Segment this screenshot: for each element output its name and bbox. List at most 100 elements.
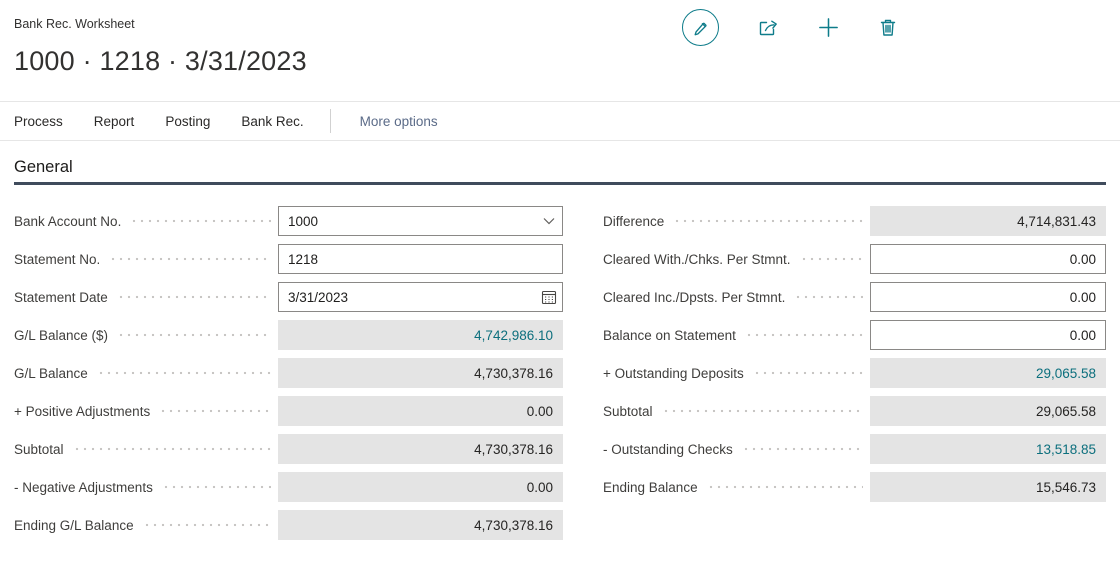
dotted-leader: [161, 472, 271, 502]
dotted-leader: [744, 320, 863, 350]
negative-adjustments-field: 0.00: [278, 472, 563, 502]
field-row-subtotal-right: Subtotal 29,065.58: [603, 396, 1106, 426]
outstanding-deposits-value[interactable]: 29,065.58: [1035, 365, 1096, 381]
field-label-outstanding-deposits: + Outstanding Deposits: [603, 365, 744, 381]
bank-account-no-combobox[interactable]: [278, 206, 563, 236]
new-button[interactable]: [817, 16, 840, 39]
subtotal-right-field: 29,065.58: [870, 396, 1106, 426]
menu-item-bank-rec[interactable]: Bank Rec.: [241, 113, 304, 129]
page-actions: [682, 9, 898, 46]
ending-balance-field: 15,546.73: [870, 472, 1106, 502]
dotted-leader: [72, 434, 271, 464]
menu-item-posting[interactable]: Posting: [165, 113, 211, 129]
menu-item-process[interactable]: Process: [14, 113, 63, 129]
statement-date-input[interactable]: [279, 283, 536, 311]
balance-on-statement-input[interactable]: [871, 321, 1105, 349]
cleared-deposits-input[interactable]: [871, 283, 1105, 311]
chevron-down-icon: [543, 218, 555, 225]
action-menu-bar: Process Report Posting Bank Rec. More op…: [0, 101, 1120, 141]
page-title: 1000 · 1218 · 3/31/2023: [14, 46, 307, 76]
ending-balance-value: 15,546.73: [1035, 479, 1096, 495]
subtotal-left-field: 4,730,378.16: [278, 434, 563, 464]
field-label-statement-date: Statement Date: [14, 289, 108, 305]
dotted-leader: [752, 358, 863, 388]
page-caption: Bank Rec. Worksheet: [14, 17, 135, 31]
field-row-positive-adjustments: + Positive Adjustments 0.00: [14, 396, 563, 426]
field-row-statement-no: Statement No.: [14, 244, 563, 274]
dotted-leader: [130, 206, 271, 236]
bank-account-no-dropdown-button[interactable]: [536, 207, 562, 235]
menu-item-report[interactable]: Report: [93, 113, 135, 129]
field-label-gl-balance-usd: G/L Balance ($): [14, 327, 109, 343]
cleared-deposits-field[interactable]: [870, 282, 1106, 312]
difference-field: 4,714,831.43: [870, 206, 1106, 236]
dotted-leader: [799, 244, 863, 274]
field-row-statement-date: Statement Date: [14, 282, 563, 312]
field-label-gl-balance: G/L Balance: [14, 365, 88, 381]
field-row-difference: Difference 4,714,831.43: [603, 206, 1106, 236]
bank-account-no-input[interactable]: [279, 207, 536, 235]
general-fields: Bank Account No. Statement No.: [0, 185, 1120, 548]
dotted-leader: [142, 510, 271, 540]
dotted-leader: [741, 434, 863, 464]
field-row-ending-balance: Ending Balance 15,546.73: [603, 472, 1106, 502]
dotted-leader: [794, 282, 863, 312]
field-label-statement-no: Statement No.: [14, 251, 101, 267]
field-label-positive-adjustments: + Positive Adjustments: [14, 403, 151, 419]
field-row-cleared-deposits: Cleared Inc./Dpsts. Per Stmnt.: [603, 282, 1106, 312]
field-row-gl-balance: G/L Balance 4,730,378.16: [14, 358, 563, 388]
gl-balance-usd-field: 4,742,986.10: [278, 320, 563, 350]
calendar-icon: [541, 290, 557, 305]
delete-button[interactable]: [878, 17, 898, 38]
gl-balance-usd-value[interactable]: 4,742,986.10: [474, 327, 553, 343]
trash-icon: [880, 19, 896, 36]
dotted-leader: [673, 206, 863, 236]
field-label-outstanding-checks: - Outstanding Checks: [603, 441, 733, 457]
dotted-leader: [109, 244, 271, 274]
field-row-gl-balance-usd: G/L Balance ($) 4,742,986.10: [14, 320, 563, 350]
general-section-header[interactable]: General: [14, 158, 1106, 185]
field-label-difference: Difference: [603, 213, 665, 229]
field-row-negative-adjustments: - Negative Adjustments 0.00: [14, 472, 563, 502]
field-label-subtotal-right: Subtotal: [603, 403, 653, 419]
outstanding-checks-value[interactable]: 13,518.85: [1035, 441, 1096, 457]
share-button[interactable]: [757, 18, 779, 38]
field-label-subtotal-left: Subtotal: [14, 441, 64, 457]
fields-column-left: Bank Account No. Statement No.: [14, 206, 563, 548]
field-row-subtotal-left: Subtotal 4,730,378.16: [14, 434, 563, 464]
field-row-outstanding-deposits: + Outstanding Deposits 29,065.58: [603, 358, 1106, 388]
fields-column-right: Difference 4,714,831.43 Cleared With./Ch…: [603, 206, 1106, 510]
gl-balance-field: 4,730,378.16: [278, 358, 563, 388]
share-icon: [759, 20, 777, 35]
cleared-withdrawals-input[interactable]: [871, 245, 1105, 273]
dotted-leader: [116, 282, 271, 312]
field-label-cleared-withdrawals: Cleared With./Chks. Per Stmnt.: [603, 251, 791, 267]
ending-gl-balance-field: 4,730,378.16: [278, 510, 563, 540]
field-row-balance-on-statement: Balance on Statement: [603, 320, 1106, 350]
pencil-icon: [694, 22, 707, 36]
field-label-balance-on-statement: Balance on Statement: [603, 327, 736, 343]
subtotal-left-value: 4,730,378.16: [474, 441, 553, 457]
difference-value: 4,714,831.43: [1017, 213, 1096, 229]
date-picker-button[interactable]: [536, 283, 562, 311]
field-label-cleared-deposits: Cleared Inc./Dpsts. Per Stmnt.: [603, 289, 786, 305]
statement-date-field[interactable]: [278, 282, 563, 312]
outstanding-checks-field: 13,518.85: [870, 434, 1106, 464]
field-row-ending-gl-balance: Ending G/L Balance 4,730,378.16: [14, 510, 563, 540]
balance-on-statement-field[interactable]: [870, 320, 1106, 350]
statement-no-input[interactable]: [279, 245, 562, 273]
positive-adjustments-field: 0.00: [278, 396, 563, 426]
more-options-button[interactable]: More options: [359, 113, 438, 129]
general-section-title: General: [14, 158, 73, 176]
dotted-leader: [661, 396, 863, 426]
cleared-withdrawals-field[interactable]: [870, 244, 1106, 274]
field-row-bank-account-no: Bank Account No.: [14, 206, 563, 236]
page-header: Bank Rec. Worksheet 1000 · 1218 · 3/31/2…: [0, 0, 1120, 78]
plus-icon: [819, 18, 838, 37]
dotted-leader: [96, 358, 271, 388]
statement-no-field[interactable]: [278, 244, 563, 274]
field-label-ending-balance: Ending Balance: [603, 479, 698, 495]
edit-button[interactable]: [682, 9, 719, 46]
negative-adjustments-value: 0.00: [526, 479, 553, 495]
